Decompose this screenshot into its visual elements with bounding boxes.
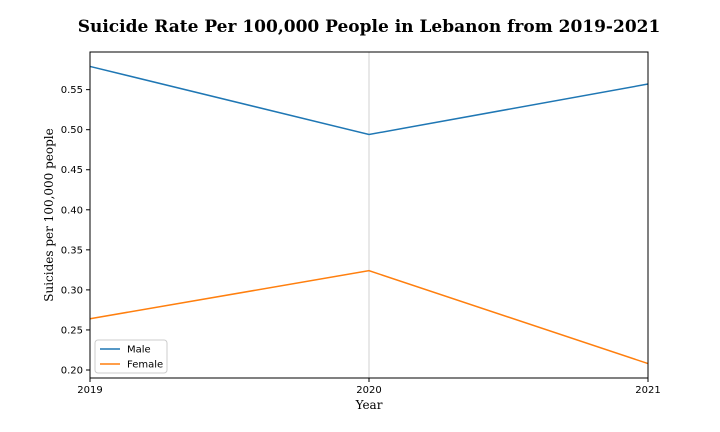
legend: Male Female [94,339,168,374]
y-tick-label: 0.20 [61,365,83,376]
plot-area: 0.20 0.25 0.30 0.35 0.40 0.45 0.50 0.55 2019 202… [61,51,661,396]
legend-label-female: Female [127,360,163,371]
y-tick-label: 0.45 [61,165,83,176]
y-axis: 0.20 0.25 0.30 0.35 0.40 0.45 0.50 0.55 [61,85,90,376]
y-tick-label: 0.25 [61,325,83,336]
y-tick-label: 0.55 [61,85,83,96]
x-tick-label: 2019 [77,385,102,396]
series-line-female [89,269,649,365]
x-tick-label: 2021 [635,385,660,396]
series-line-male [89,65,649,136]
y-tick-label: 0.35 [61,245,83,256]
legend-label-male: Male [127,345,151,356]
x-tick-label: 2020 [356,385,381,396]
x-axis: 2019 2020 2021 [77,378,661,396]
series-layer [89,65,649,365]
y-axis-label: Suicides per 100,000 people [42,128,56,302]
chart-title: Suicide Rate Per 100,000 People in Leban… [78,17,661,37]
y-tick-label: 0.40 [61,205,83,216]
y-tick-label: 0.30 [61,285,83,296]
x-axis-label: Year [355,398,383,412]
y-tick-label: 0.50 [61,125,83,136]
